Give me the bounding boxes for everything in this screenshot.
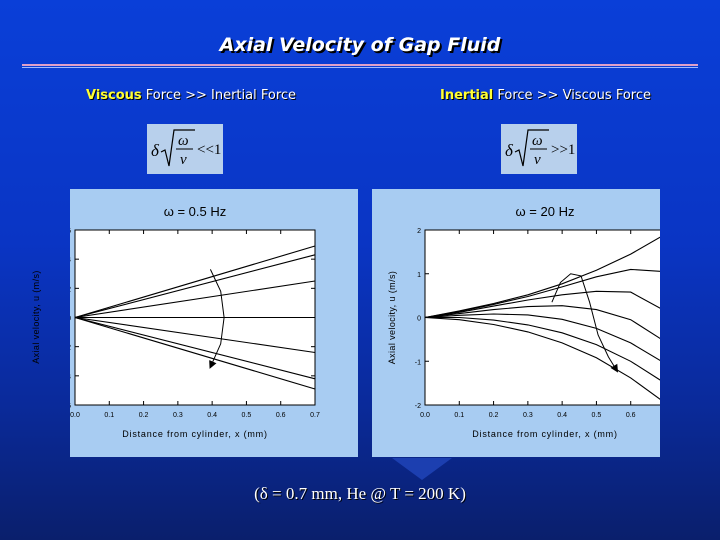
left-condition-text: Force >> Inertial Force bbox=[145, 88, 297, 103]
right-condition: Inertial Force >> Viscous Force bbox=[440, 88, 651, 103]
series-line-5 bbox=[424, 313, 660, 362]
left-formula-delta: δ bbox=[151, 141, 160, 160]
x-axis-label: Distance from cylinder, x (mm) bbox=[472, 429, 618, 439]
left-formula: δ ω ν <<1 bbox=[147, 124, 223, 174]
y-tick-label: 0.04 bbox=[70, 257, 71, 264]
series-line-1 bbox=[74, 245, 316, 319]
title-underline-secondary bbox=[22, 67, 698, 68]
x-tick-label: 0.2 bbox=[489, 412, 499, 419]
background-notch bbox=[392, 458, 452, 480]
right-formula-radical bbox=[514, 129, 549, 167]
slide-title: Axial Velocity of Gap Fluid bbox=[219, 34, 501, 56]
x-tick-label: 0.1 bbox=[104, 412, 114, 419]
y-axis-label-left: Axial velocity, u (m/s) bbox=[31, 270, 41, 364]
right-condition-strong: Inertial bbox=[440, 88, 494, 103]
left-formula-radical bbox=[160, 129, 195, 167]
x-tick-label: 0.1 bbox=[454, 412, 464, 419]
trend-arrow bbox=[551, 273, 619, 373]
series-line-5 bbox=[74, 316, 316, 354]
series-line-2 bbox=[424, 268, 660, 319]
x-tick-label: 0.3 bbox=[173, 412, 183, 419]
series-line-6 bbox=[74, 316, 316, 380]
x-tick-label: 0.7 bbox=[310, 412, 320, 419]
series-line-6 bbox=[425, 316, 660, 381]
series-line-1 bbox=[424, 236, 660, 319]
series-line-3 bbox=[74, 280, 316, 319]
y-axis-label: Axial velocity, u (m/s) bbox=[387, 271, 397, 365]
x-tick-label: 0.0 bbox=[70, 412, 80, 419]
y-tick-label: 0.02 bbox=[70, 286, 71, 293]
series-line-3 bbox=[424, 290, 660, 319]
right-formula-relation: >>1 bbox=[551, 142, 575, 158]
series-line-2 bbox=[74, 254, 316, 319]
chart-right: ω = 20 Hz210-1-20.00.10.20.30.40.50.60.7… bbox=[387, 204, 660, 439]
series-line-7 bbox=[74, 316, 316, 390]
y-tick-label: 0 bbox=[417, 316, 421, 323]
trend-arrow bbox=[209, 269, 225, 369]
left-condition: Viscous Force >> Inertial Force bbox=[86, 88, 296, 103]
x-tick-label: 0.3 bbox=[523, 412, 533, 419]
y-tick-label: 0.06 bbox=[70, 228, 71, 235]
left-formula-omega: ω bbox=[178, 133, 189, 149]
right-condition-text: Force >> Viscous Force bbox=[497, 88, 651, 103]
y-tick-label: -1 bbox=[415, 359, 421, 366]
x-tick-label: 0.4 bbox=[207, 412, 217, 419]
chart-title: ω = 0.5 Hz bbox=[164, 204, 227, 219]
right-formula-delta: δ bbox=[505, 141, 514, 160]
chart-left-panel: ω = 0.5 Hz 0.06 0.04 0.02 0.00 -0.02 -0.04 -0.0… bbox=[70, 189, 358, 457]
left-chart-ylabel-holder: Axial velocity, u (m/s) bbox=[31, 270, 41, 364]
x-tick-label: 0.2 bbox=[139, 412, 149, 419]
x-tick-label: 0.5 bbox=[242, 412, 252, 419]
y-tick-label: -0.04 bbox=[70, 374, 71, 381]
x-tick-label: 0.0 bbox=[420, 412, 430, 419]
chart-right-panel: ω = 20 Hz210-1-20.00.10.20.30.40.50.60.7… bbox=[372, 189, 660, 457]
left-condition-strong: Viscous bbox=[86, 88, 142, 103]
y-tick-label: -0.02 bbox=[70, 345, 71, 352]
x-axis-label: Distance from cylinder, x (mm) bbox=[122, 429, 268, 439]
y-tick-label: 2 bbox=[417, 228, 421, 235]
x-tick-label: 0.6 bbox=[626, 412, 636, 419]
y-tick-label: 1 bbox=[417, 272, 421, 279]
left-formula-nu: ν bbox=[180, 152, 187, 168]
left-formula-relation: <<1 bbox=[197, 142, 221, 158]
title-underline bbox=[22, 64, 698, 66]
chart-left: ω = 0.5 Hz 0.06 0.04 0.02 0.00 -0.02 -0.04 -0.0… bbox=[70, 204, 320, 439]
chart-title: ω = 20 Hz bbox=[516, 204, 575, 219]
x-tick-label: 0.6 bbox=[276, 412, 286, 419]
series-line-7 bbox=[424, 316, 660, 400]
y-tick-label: 0.00 bbox=[70, 316, 71, 323]
y-tick-label: -2 bbox=[415, 403, 421, 410]
x-tick-label: 0.4 bbox=[557, 412, 567, 419]
right-formula: δ ω ν >>1 bbox=[501, 124, 577, 174]
right-formula-omega: ω bbox=[532, 133, 543, 149]
y-tick-label: -0.06 bbox=[70, 403, 71, 410]
right-formula-nu: ν bbox=[534, 152, 541, 168]
series-line-4 bbox=[424, 305, 660, 340]
footer-note: (δ = 0.7 mm, He @ T = 200 K) bbox=[254, 484, 466, 503]
x-tick-label: 0.5 bbox=[592, 412, 602, 419]
